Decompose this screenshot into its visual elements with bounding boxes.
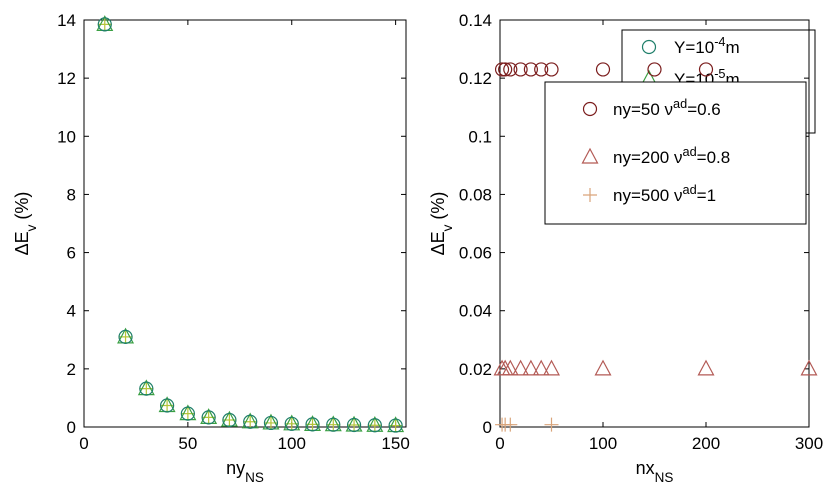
x-axis-label: nxNS <box>636 458 674 485</box>
y-tick-label: 14 <box>57 11 76 30</box>
data-point-circle <box>180 406 195 421</box>
y-tick-label: 12 <box>57 69 76 88</box>
data-point-triangle <box>512 359 530 376</box>
data-point-circle <box>647 62 662 77</box>
data-point-triangle <box>542 359 561 376</box>
y-tick-label: 0 <box>67 418 76 437</box>
legend-entry-label: ny=50 νad=0.6 <box>613 96 721 120</box>
data-point-circle <box>326 417 341 432</box>
data-point-triangle <box>800 359 818 376</box>
data-point-circle <box>503 62 518 77</box>
y-tick-label: 0.08 <box>459 185 492 204</box>
plot-area-frame <box>83 19 407 428</box>
data-point-circle <box>159 398 175 413</box>
data-point-plus <box>544 417 559 432</box>
legend-marker-plus <box>583 188 597 202</box>
data-point-circle <box>544 62 559 77</box>
data-points <box>493 62 818 432</box>
data-point-circle <box>498 62 513 77</box>
data-point-circle <box>139 381 154 396</box>
data-point-circle <box>263 415 279 431</box>
chart-2: 0 100 200 300 0 0.02 0.04 0.06 0.08 0.1 0.12 0.14 nx… <box>428 11 823 485</box>
data-point-triangle <box>697 359 715 376</box>
data-point-circle <box>305 417 320 432</box>
legend-marker-circle <box>641 39 657 55</box>
data-point-triangle <box>522 359 540 376</box>
data-point-circle <box>595 62 611 77</box>
data-point-circle <box>534 62 549 77</box>
legend-marker-triangle <box>581 147 599 164</box>
x-tick-label: 300 <box>795 434 823 453</box>
legend: ny=50 νad=0.6 ny=200 νad=0.8 ny=500 νad=1 <box>544 81 807 225</box>
data-point-circle <box>222 412 237 428</box>
data-point-triangle <box>594 359 612 376</box>
x-tick-label: 0 <box>79 434 88 453</box>
data-point-circle <box>513 62 528 77</box>
data-points <box>96 15 405 433</box>
data-point-circle <box>201 410 216 425</box>
plot-area-frame <box>499 19 810 428</box>
data-point-circle <box>698 62 714 77</box>
data-point-circle <box>367 418 382 433</box>
legend-entry-label: ny=500 νad=1 <box>613 182 716 206</box>
data-point-plus <box>503 417 518 432</box>
data-point-circle <box>523 62 539 77</box>
y-tick-label: 0.14 <box>459 11 492 30</box>
y-tick-label: 0.02 <box>459 360 492 379</box>
x-tick-label: 50 <box>178 434 197 453</box>
data-point-circle <box>97 17 112 32</box>
x-tick-label: 200 <box>692 434 720 453</box>
y-axis-label: ΔEv (%) <box>428 192 455 256</box>
data-point-circle <box>494 62 510 77</box>
data-point-triangle <box>501 359 519 376</box>
legend-marker-circle <box>582 101 598 117</box>
y-tick-label: 0.04 <box>459 302 492 321</box>
y-tick-label: 4 <box>67 302 76 321</box>
y-tick-label: 8 <box>67 185 76 204</box>
legend-entry-label: ny=200 νad=0.8 <box>613 144 730 168</box>
data-point-circle <box>243 414 258 429</box>
x-tick-label: 0 <box>495 434 504 453</box>
data-point-circle <box>346 417 362 433</box>
data-point-triangle <box>532 359 550 376</box>
data-point-circle <box>388 418 403 433</box>
y-tick-label: 0.1 <box>468 127 492 146</box>
y-tick-label: 6 <box>67 244 76 263</box>
y-axis-label: ΔEv (%) <box>12 192 39 256</box>
data-point-circle <box>284 416 299 431</box>
x-axis-label: nyNS <box>226 458 264 485</box>
legend-entry-label: Y=10-4m <box>674 34 740 58</box>
y-tick-label: 10 <box>57 127 76 146</box>
y-tick-label: 0.06 <box>459 244 492 263</box>
x-tick-label: 100 <box>278 434 306 453</box>
x-tick-label: 150 <box>381 434 409 453</box>
x-tick-label: 100 <box>589 434 617 453</box>
data-point-circle <box>118 329 133 344</box>
y-tick-label: 2 <box>67 360 76 379</box>
y-tick-label: 0.12 <box>459 69 492 88</box>
y-tick-label: 0 <box>483 418 492 437</box>
